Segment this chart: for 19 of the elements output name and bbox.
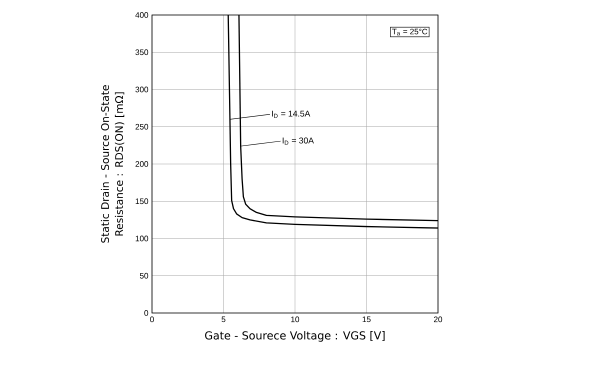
y-tick-label: 400 (135, 12, 148, 18)
y-axis-title: Static Drain - Source On-State Resistance : RDS(ON) [mΩ] (100, 85, 124, 243)
y-tick-label: 50 (140, 272, 148, 279)
x-tick-label: 5 (222, 316, 226, 322)
x-tick-label: 0 (150, 316, 154, 322)
y-tick-label: 250 (136, 124, 148, 130)
y-tick-label: 150 (136, 198, 148, 204)
x-tick-label: 20 (434, 316, 442, 322)
y-tick-label: 300 (135, 86, 148, 92)
y-tick-label: 350 (135, 49, 148, 56)
x-tick-label: 15 (362, 316, 371, 322)
y-tick-label: 200 (136, 161, 148, 167)
annotation: T$_{a}$ = 25°C (392, 28, 428, 36)
annotation: I$_{D}$ = 14.5A (272, 110, 310, 118)
x-axis-title: Gate - Sourece Voltage : VGS [V] (205, 331, 385, 342)
annotation: I$_{D}$ = 30A (282, 137, 314, 145)
y-tick-label: 0 (144, 310, 148, 316)
x-tick-label: 10 (291, 316, 300, 322)
y-tick-label: 100 (136, 236, 148, 242)
